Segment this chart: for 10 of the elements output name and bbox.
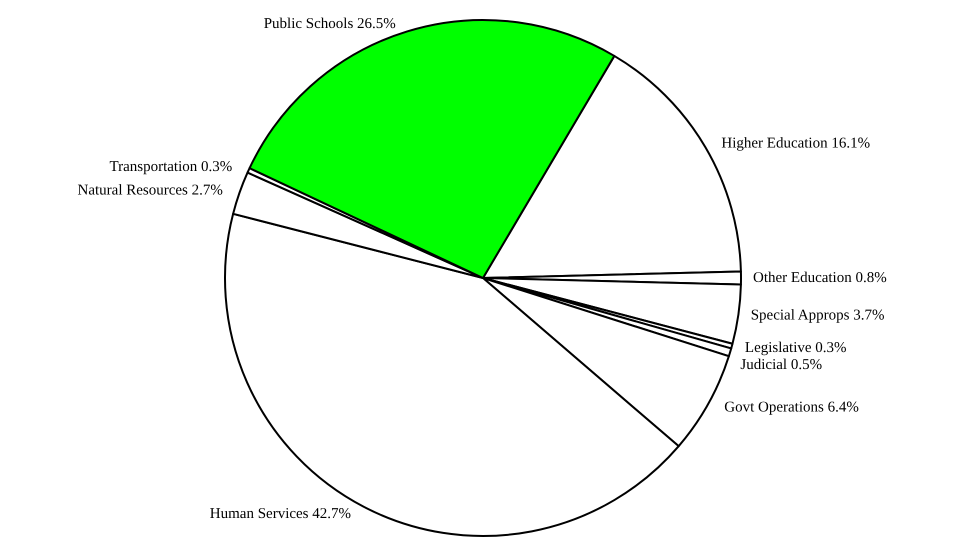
slice-label: Transportation 0.3% <box>109 159 232 176</box>
slice-label: Govt Operations 6.4% <box>724 400 859 416</box>
slice-label: Other Education 0.8% <box>753 270 887 286</box>
slice-label: Natural Resources 2.7% <box>78 182 223 198</box>
slice-label: Special Approps 3.7% <box>750 307 884 324</box>
slice-label: Human Services 42.7% <box>210 506 352 522</box>
slice-label: Judicial 0.5% <box>740 357 822 374</box>
slice-label: Legislative 0.3% <box>744 340 847 356</box>
slice-label: Higher Education 16.1% <box>721 135 870 152</box>
slice-label: Public Schools 26.5% <box>264 16 396 32</box>
